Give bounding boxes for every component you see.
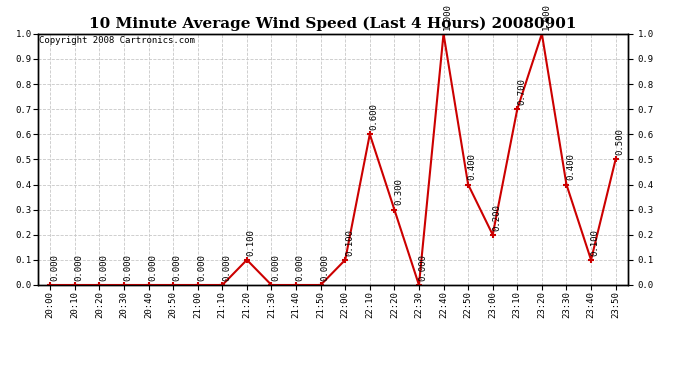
Text: 0.000: 0.000 — [148, 254, 157, 281]
Text: 0.100: 0.100 — [591, 229, 600, 256]
Text: 0.000: 0.000 — [197, 254, 206, 281]
Text: 0.300: 0.300 — [394, 178, 403, 206]
Text: 1.000: 1.000 — [443, 3, 452, 30]
Text: 0.600: 0.600 — [369, 103, 378, 130]
Text: 0.000: 0.000 — [222, 254, 231, 281]
Text: 0.000: 0.000 — [296, 254, 305, 281]
Text: 0.200: 0.200 — [493, 204, 502, 231]
Text: 0.500: 0.500 — [615, 128, 624, 155]
Text: 0.100: 0.100 — [246, 229, 255, 256]
Text: 0.000: 0.000 — [271, 254, 280, 281]
Text: 0.000: 0.000 — [320, 254, 329, 281]
Text: 0.000: 0.000 — [124, 254, 132, 281]
Text: 0.000: 0.000 — [172, 254, 181, 281]
Text: 1.000: 1.000 — [542, 3, 551, 30]
Text: 0.000: 0.000 — [75, 254, 83, 281]
Text: 0.700: 0.700 — [517, 78, 526, 105]
Text: 0.400: 0.400 — [468, 153, 477, 180]
Text: 0.000: 0.000 — [50, 254, 59, 281]
Text: 0.100: 0.100 — [345, 229, 354, 256]
Text: 0.000: 0.000 — [419, 254, 428, 281]
Text: 0.000: 0.000 — [99, 254, 108, 281]
Text: Copyright 2008 Cartronics.com: Copyright 2008 Cartronics.com — [39, 36, 195, 45]
Text: 0.400: 0.400 — [566, 153, 575, 180]
Title: 10 Minute Average Wind Speed (Last 4 Hours) 20080901: 10 Minute Average Wind Speed (Last 4 Hou… — [89, 17, 577, 31]
